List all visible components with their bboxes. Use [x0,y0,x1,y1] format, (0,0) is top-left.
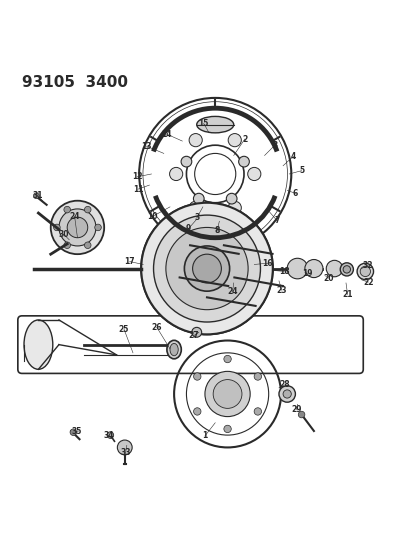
Circle shape [193,373,200,380]
Text: 32: 32 [362,261,373,270]
Text: 19: 19 [302,269,312,278]
Text: 25: 25 [119,325,129,334]
Text: 27: 27 [188,331,199,340]
Circle shape [254,373,261,380]
Circle shape [325,260,342,277]
Text: 35: 35 [71,427,81,437]
Circle shape [213,379,241,408]
Text: 4: 4 [290,152,295,161]
Circle shape [64,206,70,213]
Ellipse shape [166,340,181,359]
Text: 12: 12 [131,172,142,181]
Text: 23: 23 [276,286,286,295]
Circle shape [107,432,114,438]
Ellipse shape [204,226,226,233]
Circle shape [298,411,304,418]
Text: 18: 18 [278,267,289,276]
Circle shape [64,242,70,248]
Ellipse shape [282,390,291,398]
Ellipse shape [196,116,233,133]
Ellipse shape [342,265,350,273]
Text: 3: 3 [194,214,199,222]
Ellipse shape [24,320,53,369]
Circle shape [117,440,132,455]
Circle shape [95,224,101,231]
Circle shape [193,408,200,415]
Circle shape [193,193,204,204]
Circle shape [191,327,201,337]
Text: 16: 16 [262,259,273,268]
Ellipse shape [278,386,295,402]
Text: 13: 13 [140,142,151,150]
Circle shape [54,224,60,231]
Circle shape [59,209,96,246]
Circle shape [84,242,91,248]
Text: 6: 6 [292,189,297,198]
Circle shape [228,134,241,147]
Text: 24: 24 [227,287,237,296]
Text: 29: 29 [291,405,301,414]
Text: 14: 14 [161,130,171,139]
Text: 31: 31 [32,191,43,200]
Text: 15: 15 [198,119,209,128]
Circle shape [67,217,88,238]
Circle shape [223,425,231,433]
Circle shape [254,408,261,415]
Text: 22: 22 [362,278,373,287]
Circle shape [180,156,191,167]
Text: 9: 9 [185,224,191,233]
Circle shape [141,203,272,334]
Text: 7: 7 [273,216,279,225]
Circle shape [166,228,247,310]
Circle shape [189,134,202,147]
Text: 11: 11 [132,185,143,193]
Text: 17: 17 [124,257,135,266]
Text: 28: 28 [278,381,289,390]
Circle shape [70,429,76,435]
Text: 3: 3 [272,141,277,150]
Circle shape [153,215,260,322]
Text: 21: 21 [342,290,352,299]
Circle shape [192,254,221,283]
Circle shape [189,201,202,214]
Circle shape [223,356,231,363]
Ellipse shape [359,266,370,277]
Text: 5: 5 [298,166,304,175]
Circle shape [204,372,249,417]
Circle shape [238,156,249,167]
Circle shape [226,193,237,204]
Circle shape [202,206,211,216]
Circle shape [184,246,229,291]
Text: 8: 8 [214,226,219,235]
Circle shape [304,260,322,278]
Text: 34: 34 [104,431,114,440]
Circle shape [84,206,91,213]
Circle shape [51,201,104,254]
Circle shape [228,201,241,214]
Text: 24: 24 [69,212,80,221]
Ellipse shape [170,343,178,356]
Text: 1: 1 [202,431,207,440]
Text: 26: 26 [151,323,161,332]
Ellipse shape [141,203,272,334]
Text: 33: 33 [120,448,131,457]
Circle shape [247,167,260,181]
Text: 10: 10 [147,212,158,221]
Text: 30: 30 [59,230,69,239]
Ellipse shape [356,263,373,280]
Text: 2: 2 [242,134,247,143]
Circle shape [33,193,39,199]
Ellipse shape [339,263,353,276]
Text: 20: 20 [322,273,333,282]
Circle shape [169,167,182,181]
Text: 93105  3400: 93105 3400 [22,75,128,90]
Circle shape [287,259,307,279]
